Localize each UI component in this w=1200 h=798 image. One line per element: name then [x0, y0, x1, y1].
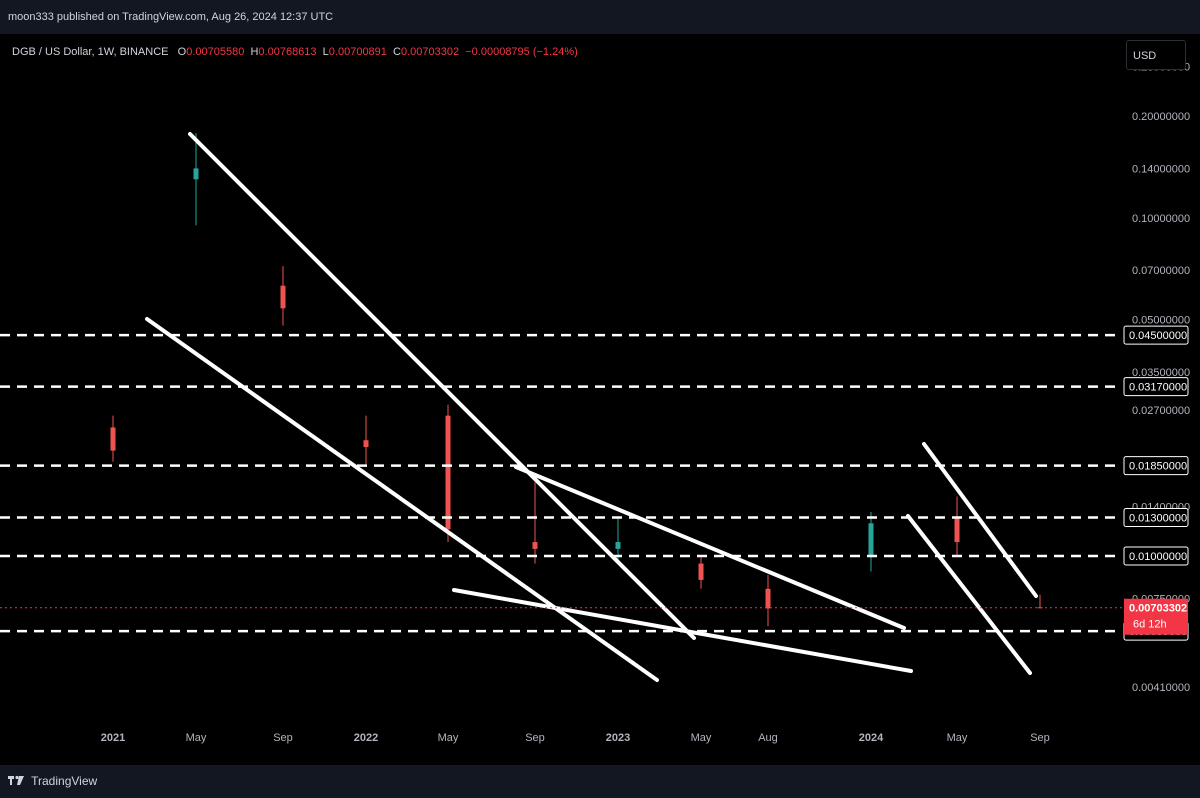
- time-tick-label: 2024: [859, 732, 884, 744]
- level-label: 0.03170000: [1129, 382, 1187, 394]
- candle-body: [363, 440, 369, 448]
- candle-body: [532, 542, 538, 549]
- candlestick-series: [110, 133, 1043, 627]
- price-tick-label: 0.10000000: [1132, 213, 1190, 225]
- time-tick-label: Sep: [1030, 732, 1050, 744]
- legend-change: −0.00008795 (−1.24%): [465, 46, 578, 58]
- legend-close-label: C: [393, 46, 401, 58]
- level-label: 0.04500000: [1129, 330, 1187, 342]
- time-tick-label: 2022: [354, 732, 378, 744]
- candle-body: [954, 517, 960, 543]
- level-label-box: [1123, 325, 1189, 345]
- currency-label: USD: [1133, 50, 1157, 62]
- level-label: 0.01850000: [1129, 461, 1187, 473]
- legend-open-label: O: [177, 46, 187, 58]
- time-tick-label: May: [947, 732, 968, 744]
- time-tick-label: 2023: [606, 732, 630, 744]
- candle-body: [765, 588, 771, 609]
- legend-close-value: 0.00703302: [401, 46, 460, 58]
- time-tick-label: Sep: [525, 732, 545, 744]
- legend-symbol: DGB / US Dollar, 1W, BINANCE: [12, 46, 169, 58]
- time-tick-label: May: [186, 732, 207, 744]
- current-price-tag: 0.00703302 6d 12h: [0, 598, 1188, 635]
- level-label: 0.01000000: [1129, 551, 1187, 563]
- footer-bar: TradingView: [0, 765, 1200, 798]
- candle-body: [193, 168, 199, 180]
- price-tick-label: 0.03500000: [1132, 367, 1190, 379]
- legend-low-value: 0.00700891: [328, 46, 387, 58]
- price-tick-label: 0.02700000: [1132, 405, 1190, 417]
- time-tick-label: Sep: [273, 732, 293, 744]
- time-tick-label: Aug: [758, 732, 778, 744]
- candle-body: [280, 285, 286, 309]
- horizontal-levels: 0.04500000 0.03170000 0.01850000 0.01300000…: [0, 325, 1189, 641]
- currency-selector[interactable]: USD: [1126, 40, 1186, 70]
- price-tick-label: 0.20000000: [1132, 111, 1190, 123]
- trendline-lower-3: [906, 514, 1032, 675]
- chart-svg[interactable]: 0.280000000.200000000.140000000.10000000…: [0, 34, 1200, 765]
- trendline-lower-2: [452, 588, 913, 673]
- level-label-box: [1123, 377, 1189, 397]
- footer-brand: TradingView: [31, 774, 98, 788]
- time-tick-label: 2021: [101, 732, 125, 744]
- legend-high-label: H: [250, 46, 259, 58]
- candle-body: [445, 415, 451, 530]
- trendline-upper-2: [514, 465, 906, 630]
- chart-area[interactable]: 0.280000000.200000000.140000000.10000000…: [0, 34, 1200, 765]
- time-tick-label: May: [691, 732, 712, 744]
- level-label-box: [1123, 507, 1189, 527]
- time-tick-label: May: [438, 732, 459, 744]
- price-tick-label: 0.07000000: [1132, 265, 1190, 277]
- candle-body: [868, 523, 874, 557]
- trendline-lower-1: [145, 317, 659, 682]
- tradingview-logo-icon: [8, 772, 24, 792]
- trendlines: [145, 132, 1038, 682]
- level-label-box: [1123, 456, 1189, 476]
- current-price-box: [1124, 598, 1188, 635]
- publisher-bar: moon333 published on TradingView.com, Au…: [0, 0, 1200, 34]
- trendline-upper-1: [188, 132, 696, 640]
- candle-body: [110, 427, 116, 451]
- legend-high-value: 0.00768613: [258, 46, 317, 58]
- level-label: 0.01300000: [1129, 512, 1187, 524]
- countdown-label: 6d 12h: [1133, 619, 1167, 631]
- published-text: moon333 published on TradingView.com, Au…: [8, 11, 334, 23]
- price-tick-label: 0.14000000: [1132, 163, 1190, 175]
- legend-low-label: L: [322, 46, 329, 58]
- ohlc-legend: DGB / US Dollar, 1W, BINANCE O0.00705580…: [12, 46, 578, 58]
- current-price-label: 0.00703302: [1129, 603, 1187, 615]
- price-tick-label: 0.00410000: [1132, 682, 1190, 694]
- level-label-box: [1123, 546, 1189, 566]
- time-axis: 2021 May Sep 2022 May Sep 2023 May Aug 2024 May Sep: [101, 732, 1050, 744]
- candle-body: [698, 563, 704, 580]
- price-tick-label: 0.05000000: [1132, 315, 1190, 327]
- candle-body: [615, 542, 621, 549]
- trendline-upper-3: [922, 442, 1038, 598]
- legend-open-value: 0.00705580: [186, 46, 245, 58]
